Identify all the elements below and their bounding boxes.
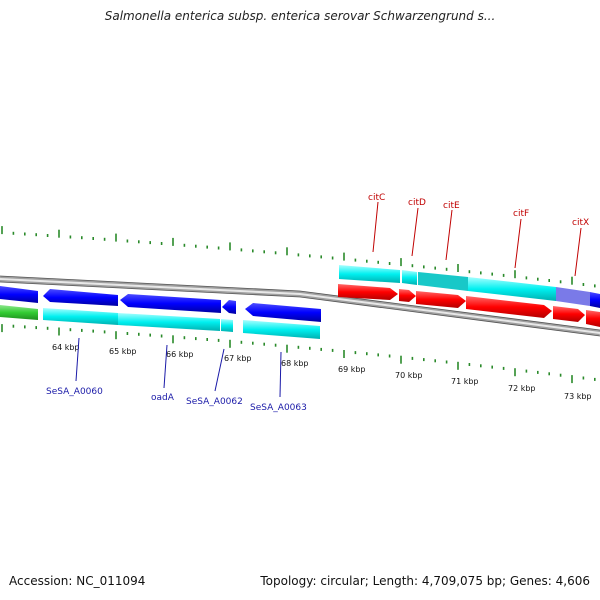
tick-labels: 64 kbp 65 kbp 66 kbp 67 kbp 68 kbp 69 kb…: [52, 343, 592, 401]
gene-citF: [466, 296, 552, 318]
genome-summary-text: Topology: circular; Length: 4,709,075 bp…: [260, 574, 590, 588]
tick-label-73: 73 kbp: [564, 392, 592, 401]
gene-citG: [586, 310, 600, 327]
inner-tick-band: [1, 324, 596, 384]
tick-label-66: 66 kbp: [166, 350, 194, 359]
outer-tick-band: [1, 226, 596, 288]
feature-cyan-2: [118, 313, 220, 331]
label-citE: citE: [443, 201, 460, 211]
label-SeSA_A0060: SeSA_A0060: [46, 387, 103, 397]
label-citX: citX: [572, 218, 589, 228]
feature-cyan-5: [339, 265, 400, 283]
feature-cyan-7: [468, 277, 556, 301]
label-citD: citD: [408, 198, 426, 208]
gene-reverse-1: [0, 286, 38, 303]
label-SeSA_A0062: SeSA_A0062: [186, 397, 243, 407]
tick-label-70: 70 kbp: [395, 371, 423, 380]
feature-cyan-1: [43, 308, 118, 325]
gene-reverse-5: [245, 303, 321, 322]
gene-reverse-4: [222, 300, 236, 314]
map-title: Salmonella enterica subsp. enterica sero…: [104, 9, 496, 23]
gene-reverse-3: [120, 294, 221, 313]
tick-label-68: 68 kbp: [281, 359, 309, 368]
bottom-gene-labels: SeSA_A0060 oadA SeSA_A0062 SeSA_A0063: [46, 337, 307, 413]
accession-text: Accession: NC_011094: [9, 574, 146, 588]
feature-cyan-6: [402, 270, 417, 285]
gene-citC: [338, 284, 398, 300]
gene-citX: [553, 306, 585, 322]
label-citC: citC: [368, 193, 385, 203]
label-oadA: oadA: [151, 393, 175, 403]
reverse-cds-track: [0, 286, 321, 322]
feature-cyan-4: [243, 320, 320, 339]
tick-label-72: 72 kbp: [508, 384, 536, 393]
tick-label-65: 65 kbp: [109, 347, 137, 356]
feature-green: [0, 305, 38, 320]
label-SeSA_A0063: SeSA_A0063: [250, 403, 307, 413]
top-gene-labels: citC citD citE citF citX: [368, 193, 589, 277]
tick-label-64: 64 kbp: [52, 343, 80, 352]
tick-label-69: 69 kbp: [338, 365, 366, 374]
feature-periwinkle: [556, 287, 590, 306]
right-feature-track: [339, 265, 600, 308]
label-citF: citF: [513, 209, 529, 219]
feature-teal: [418, 272, 468, 291]
feature-cyan-3: [221, 319, 233, 332]
gene-citD: [399, 289, 416, 302]
tick-label-71: 71 kbp: [451, 377, 479, 386]
tick-label-67: 67 kbp: [224, 354, 252, 363]
left-feature-track: [0, 305, 320, 339]
backbone: [0, 275, 600, 337]
forward-cds-track: [338, 284, 600, 327]
gene-citE: [416, 291, 466, 308]
gene-reverse-2: [43, 289, 118, 306]
gene-reverse-6: [590, 292, 600, 308]
